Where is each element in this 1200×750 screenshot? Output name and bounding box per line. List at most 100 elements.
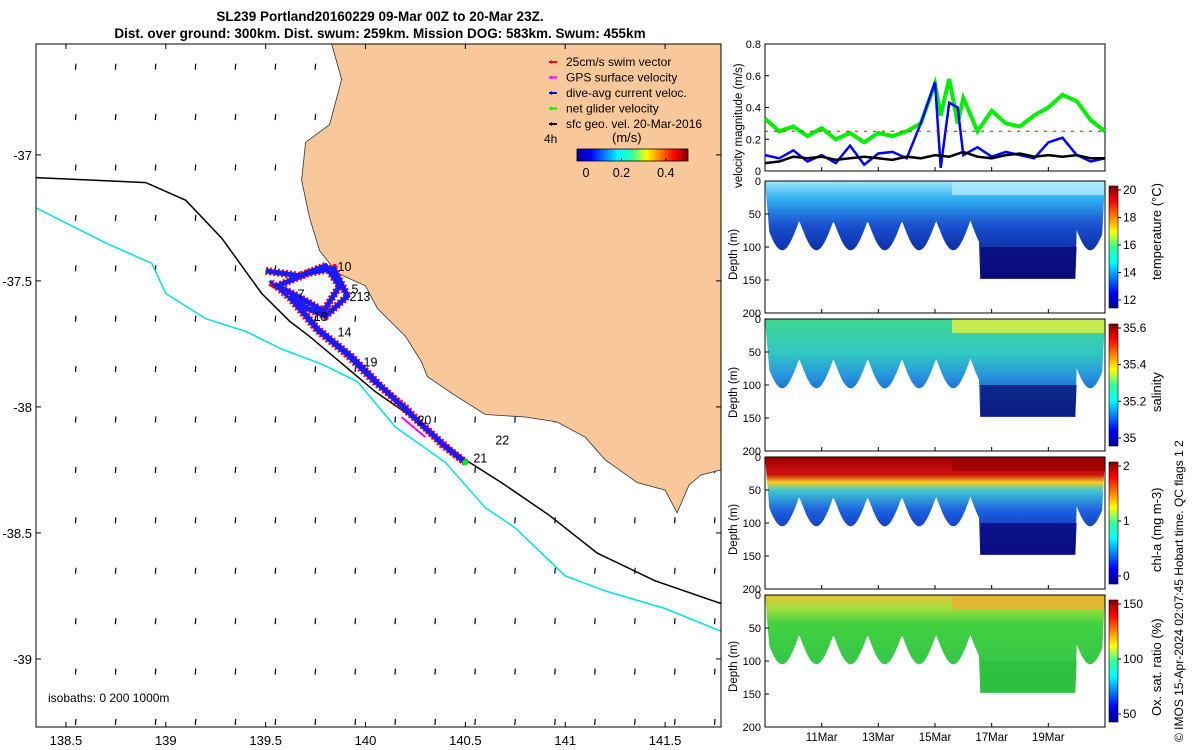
current-arrow: [234, 668, 237, 675]
section-surface-layer: [952, 319, 1105, 333]
cbar-tick-label: 35.2: [1123, 394, 1147, 408]
current-arrow: [673, 567, 676, 574]
current-arrow: [673, 718, 676, 726]
current-arrow: [713, 718, 716, 726]
current-arrow: [394, 567, 397, 574]
current-arrow: [114, 466, 117, 473]
current-arrow: [354, 718, 357, 726]
ox-cbar-label: Ox. sat. ratio (%): [1149, 618, 1164, 716]
current-arrow: [74, 416, 77, 423]
current-arrow: [114, 618, 117, 625]
current-arrow: [154, 466, 157, 473]
legend-entry: 25cm/s swim vector: [566, 55, 671, 69]
time-tick-label: 19Mar: [1032, 732, 1065, 744]
current-arrow: [434, 567, 437, 574]
current-arrow: [194, 466, 197, 473]
vel-y-tick-label: 0.2: [746, 134, 761, 146]
section-deep-layer: [980, 661, 1077, 693]
current-arrow: [74, 214, 77, 221]
current-arrow: [314, 114, 317, 121]
current-arrow: [554, 567, 556, 574]
current-arrow: [154, 214, 157, 221]
current-arrow: [234, 466, 237, 473]
current-arrow: [713, 517, 716, 524]
dive-avg-current-track: [268, 279, 467, 464]
track-end-marker: [462, 459, 469, 466]
current-arrow: [234, 214, 237, 221]
depth-tick-label: 200: [743, 446, 761, 458]
current-arrow: [474, 718, 476, 726]
current-arrow: [394, 618, 397, 625]
current-arrow: [74, 265, 77, 272]
chart-title: SL239 Portland20160229 09-Mar 00Z to 20-…: [0, 8, 760, 42]
map-frame: [35, 43, 722, 728]
current-arrow: [274, 366, 277, 373]
cbar-tick-label: 1: [1123, 514, 1130, 528]
current-arrow: [274, 214, 277, 221]
cbar-tick-label: 35.6: [1123, 321, 1147, 335]
time-tick-label: 13Mar: [862, 732, 895, 744]
current-arrow: [234, 517, 237, 524]
legend-arrowhead: [549, 91, 552, 95]
current-arrow: [234, 315, 237, 322]
section-colorbar: [1108, 461, 1119, 585]
depth-tick-label: 150: [743, 689, 761, 701]
current-arrow: [274, 63, 277, 70]
current-arrow: [554, 466, 556, 473]
cbar-tick-label: 12: [1123, 293, 1137, 307]
day-label: 10: [338, 260, 352, 274]
current-arrow: [114, 718, 117, 726]
current-arrow: [354, 315, 357, 322]
current-arrow: [194, 517, 197, 524]
current-arrow: [274, 416, 277, 423]
current-arrow: [514, 466, 516, 473]
day-label: 19: [364, 356, 378, 370]
current-arrow: [234, 114, 237, 121]
current-arrow: [194, 315, 197, 322]
x-tick-label: 139.5: [249, 733, 282, 748]
current-arrow: [74, 668, 77, 675]
depth-tick-label: 150: [743, 551, 761, 563]
day-label: 20: [417, 414, 431, 428]
day-label: 18: [314, 310, 328, 324]
current-arrow: [114, 668, 117, 675]
current-arrow: [673, 618, 676, 625]
legend-entry: net glider velocity: [566, 102, 659, 116]
current-arrow: [514, 416, 516, 423]
x-tick-label: 139: [155, 733, 177, 748]
depth-tick-label: 200: [743, 722, 761, 734]
current-arrow: [474, 567, 476, 574]
section-colorbar: [1108, 323, 1119, 447]
x-tick-label: 140: [355, 733, 377, 748]
velocity-ylabel: velocity magnitude (m/s): [733, 63, 745, 188]
depth-tick-label: 0: [755, 176, 761, 188]
current-arrow: [234, 265, 237, 272]
depth-tick-label: 50: [749, 209, 761, 221]
temp-cbar-label: temperature (°C): [1149, 183, 1164, 280]
cbar-tick-label: 0: [1123, 569, 1130, 583]
temp-ylabel: Depth (m): [728, 228, 740, 280]
current-arrow: [673, 517, 676, 524]
depth-tick-label: 100: [743, 380, 761, 392]
current-arrow: [274, 517, 277, 524]
current-arrow: [354, 567, 357, 574]
speed-colorbar: 0 0.2 0.4: [576, 148, 689, 180]
current-arrow: [514, 718, 516, 726]
colorbar-gradient: [576, 148, 689, 162]
cbar-tick-label: 50: [1123, 707, 1137, 721]
depth-section-panels: 050100150200201816141205010015020035.635…: [743, 167, 1147, 744]
glider-track: [265, 260, 469, 466]
current-arrow: [394, 366, 397, 373]
sal-cbar-label: salinity: [1149, 372, 1164, 412]
cbar-tick-label: 16: [1123, 238, 1137, 252]
velocity-series-line: [763, 75, 1107, 145]
chl-cbar-label: chl-a (mg m-3): [1149, 487, 1164, 572]
section-oxygen: 0 50 100 150 200 150 100 50: [743, 590, 1144, 734]
current-arrow: [74, 718, 77, 726]
current-arrow: [514, 517, 516, 524]
current-arrow: [194, 265, 197, 272]
current-arrow: [74, 517, 77, 524]
current-arrow: [114, 265, 117, 272]
legend-arrowhead: [549, 60, 552, 64]
